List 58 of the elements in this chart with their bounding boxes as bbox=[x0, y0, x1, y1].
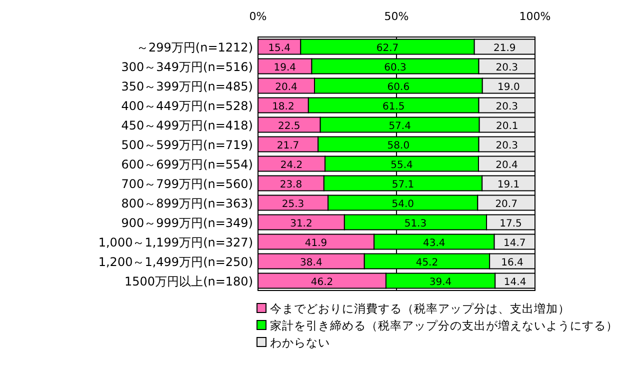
data-label: 14.7 bbox=[504, 238, 526, 249]
y-tick-label: 400～449万円(n=528) bbox=[121, 98, 253, 113]
data-label: 60.6 bbox=[387, 82, 410, 93]
legend-label: わからない bbox=[270, 336, 330, 350]
data-label: 62.7 bbox=[376, 42, 399, 54]
data-label: 21.7 bbox=[276, 140, 300, 152]
data-label: 20.3 bbox=[496, 62, 518, 74]
data-label: 22.5 bbox=[278, 120, 300, 132]
data-label: 58.0 bbox=[387, 140, 410, 152]
legend-label: 家計を引き締める（税率アップ分の支出が増えないようにする） bbox=[270, 318, 618, 332]
data-label: 19.4 bbox=[274, 62, 296, 74]
data-label: 45.2 bbox=[416, 257, 438, 268]
data-label: 55.4 bbox=[390, 160, 413, 171]
y-tick-label: 450～499万円(n=418) bbox=[121, 118, 253, 132]
y-tick-label: 600～699万円(n=554) bbox=[121, 157, 253, 172]
y-tick-label: 300～349万円(n=516) bbox=[121, 60, 253, 74]
data-label: 14.4 bbox=[504, 276, 526, 288]
data-label: 57.1 bbox=[392, 179, 414, 190]
x-tick-label: 100% bbox=[519, 10, 551, 23]
data-label: 51.3 bbox=[404, 218, 427, 230]
data-label: 15.4 bbox=[268, 42, 290, 54]
legend-label: 今までどおりに消費する（税率アップ分は、支出増加） bbox=[270, 302, 570, 316]
data-label: 20.1 bbox=[496, 120, 518, 132]
data-label: 19.1 bbox=[497, 179, 520, 190]
data-label: 25.3 bbox=[282, 198, 304, 210]
x-tick-label: 0% bbox=[249, 10, 267, 23]
data-label: 16.4 bbox=[501, 257, 524, 268]
x-tick-label: 50% bbox=[384, 10, 409, 23]
data-label: 19.0 bbox=[498, 82, 520, 93]
y-tick-label: 500～599万円(n=719) bbox=[121, 138, 253, 152]
data-label: 31.2 bbox=[290, 218, 312, 230]
data-label: 18.2 bbox=[272, 101, 294, 112]
data-label: 61.5 bbox=[382, 101, 405, 112]
data-label: 38.4 bbox=[300, 257, 322, 268]
data-label: 54.0 bbox=[392, 198, 414, 210]
y-tick-label: 900～999万円(n=349) bbox=[121, 216, 253, 230]
data-label: 41.9 bbox=[304, 238, 328, 249]
y-tick-label: 700～799万円(n=560) bbox=[121, 176, 253, 191]
data-label: 20.7 bbox=[495, 198, 518, 210]
data-label: 46.2 bbox=[310, 276, 334, 288]
data-label: 17.5 bbox=[500, 218, 522, 230]
y-tick-label: 1500万円以上(n=180) bbox=[124, 274, 253, 288]
data-label: 39.4 bbox=[429, 276, 452, 288]
y-tick-label: ～299万円(n=1212) bbox=[136, 40, 253, 54]
y-tick-label: 350～399万円(n=485) bbox=[121, 79, 253, 94]
data-label: 20.4 bbox=[275, 82, 298, 93]
data-label: 20.3 bbox=[496, 101, 518, 112]
data-label: 20.3 bbox=[496, 140, 518, 152]
y-tick-label: 1,200～1,499万円(n=250) bbox=[98, 254, 253, 269]
y-tick-label: 1,000～1,199万円(n=327) bbox=[98, 235, 253, 250]
data-label: 21.9 bbox=[494, 42, 516, 54]
y-tick-label: 800～899万円(n=363) bbox=[121, 196, 253, 210]
data-label: 20.4 bbox=[496, 160, 518, 171]
data-label: 43.4 bbox=[423, 238, 446, 249]
data-label: 23.8 bbox=[280, 179, 302, 190]
data-label: 57.4 bbox=[388, 120, 411, 132]
data-label: 24.2 bbox=[280, 160, 303, 171]
data-label: 60.3 bbox=[384, 62, 406, 74]
